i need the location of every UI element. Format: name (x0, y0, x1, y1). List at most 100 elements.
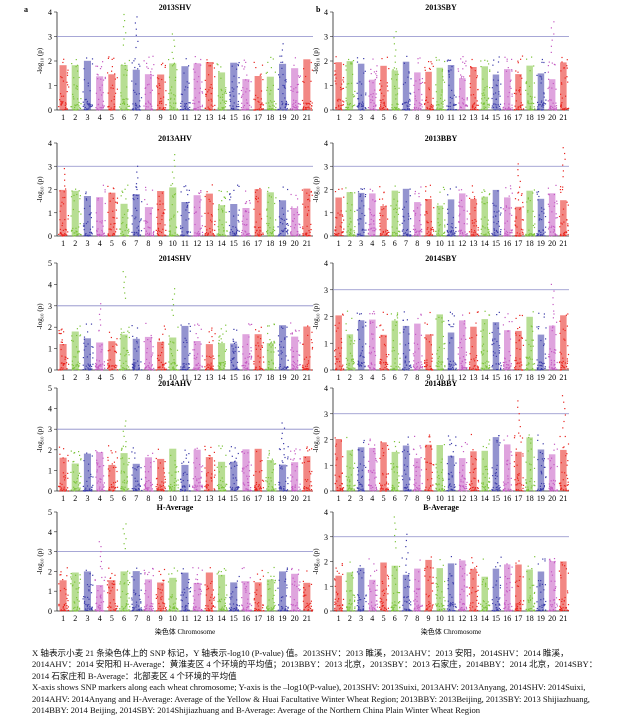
snp-point (76, 328, 78, 330)
snp-point (160, 64, 163, 66)
snp-point (466, 367, 468, 369)
snp-point (477, 104, 479, 106)
snp-point (544, 353, 546, 355)
snp-point (68, 86, 70, 88)
snp-point (536, 74, 538, 76)
snp-point (518, 191, 520, 193)
snp-point (127, 209, 129, 211)
snp-point (409, 104, 411, 106)
snp-point (220, 190, 222, 192)
snp-point (334, 356, 336, 358)
snp-point (414, 193, 416, 195)
snp-point (431, 357, 433, 359)
snp-point (104, 367, 106, 369)
snp-point (102, 100, 104, 102)
snp-point (67, 477, 69, 479)
snp-point (521, 219, 523, 221)
snp-point (365, 321, 367, 323)
snp-peak-point (172, 57, 174, 60)
snp-point (387, 90, 389, 92)
snp-point (273, 340, 275, 342)
snp-point (533, 102, 535, 105)
snp-point (238, 350, 240, 353)
snp-point (559, 226, 561, 228)
snp-point (260, 326, 262, 328)
snp-point (107, 234, 109, 236)
snp-point (253, 61, 255, 63)
snp-point (417, 58, 419, 60)
snp-point (507, 67, 509, 69)
snp-point (491, 87, 493, 89)
snp-point (238, 209, 240, 211)
snp-point (447, 320, 450, 322)
snp-point (204, 79, 206, 81)
snp-point (433, 207, 435, 209)
snp-point (229, 233, 231, 235)
snp-point (417, 317, 419, 320)
x-tick-label: 6 (122, 373, 126, 382)
snp-point (297, 75, 300, 77)
snp-point (372, 190, 374, 192)
snp-point (432, 228, 434, 231)
snp-density (157, 74, 165, 110)
snp-density (218, 72, 226, 110)
snp-point (310, 339, 312, 341)
snp-density (515, 74, 522, 110)
snp-point (90, 323, 93, 325)
snp-point (237, 214, 239, 216)
x-tick-label: 4 (98, 239, 102, 248)
snp-point (460, 58, 462, 60)
snp-point (107, 57, 109, 59)
snp-point (220, 328, 222, 330)
snp-peak-point (552, 297, 554, 299)
snp-point (198, 324, 200, 326)
snp-point (410, 218, 412, 220)
snp-point (238, 185, 240, 187)
snp-point (532, 363, 534, 365)
snp-point (128, 109, 130, 111)
snp-point (92, 352, 94, 354)
snp-point (262, 342, 264, 344)
snp-peak-point (64, 185, 66, 187)
snp-point (447, 208, 449, 210)
snp-point (375, 73, 377, 75)
snp-point (511, 229, 513, 231)
snp-point (301, 99, 304, 102)
snp-point (458, 102, 460, 104)
snp-point (360, 188, 362, 190)
snp-point (426, 323, 428, 325)
snp-point (128, 326, 130, 328)
chromosome-8-points (412, 57, 424, 111)
snp-point (123, 331, 125, 333)
snp-point (334, 350, 336, 352)
snp-point (262, 104, 264, 106)
snp-point (60, 332, 62, 335)
snp-point (127, 235, 129, 237)
chromosome-20-points (547, 184, 558, 237)
snp-point (458, 230, 460, 232)
snp-point (238, 230, 240, 232)
snp-point (287, 359, 289, 361)
snp-point (382, 329, 384, 331)
snp-point (250, 347, 252, 349)
x-tick-label: 13 (205, 373, 213, 382)
x-tick-label: 6 (393, 373, 397, 382)
snp-point (291, 332, 293, 334)
snp-point (244, 66, 246, 68)
snp-point (213, 358, 215, 360)
snp-density (193, 341, 201, 370)
snp-point (399, 343, 401, 345)
snp-point (104, 76, 106, 78)
snp-point (343, 101, 345, 103)
snp-point (488, 194, 490, 196)
snp-point (128, 354, 130, 356)
snp-point (103, 361, 105, 363)
snp-point (488, 234, 490, 236)
snp-point (62, 61, 64, 64)
snp-point (147, 67, 149, 69)
snp-point (310, 223, 312, 225)
snp-point (58, 446, 61, 448)
snp-point (104, 235, 106, 237)
snp-point (194, 324, 196, 326)
snp-point (448, 323, 450, 326)
